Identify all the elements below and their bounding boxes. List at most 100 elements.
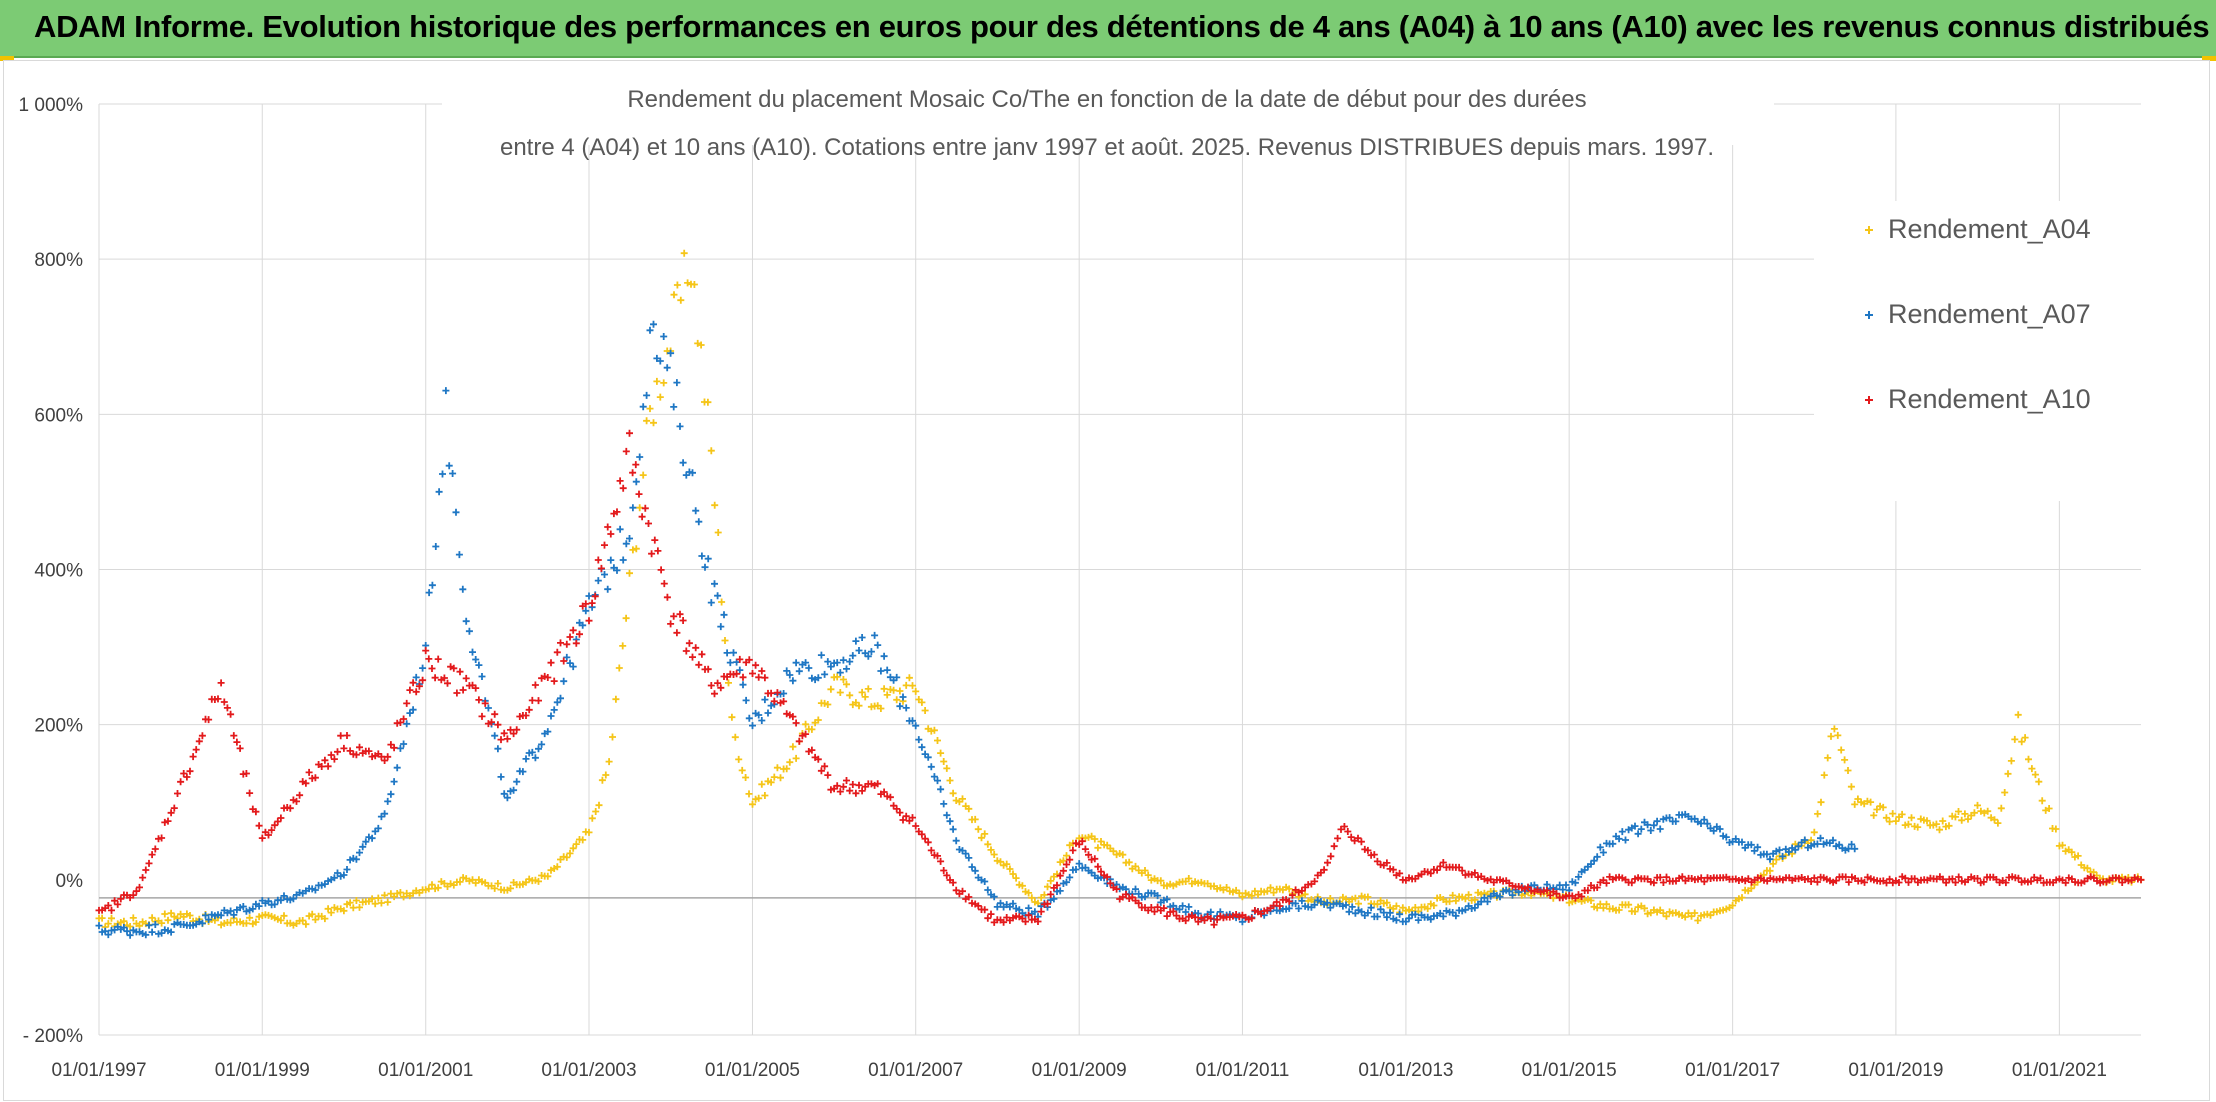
- data-point: [795, 737, 803, 745]
- data-point: [619, 642, 627, 650]
- data-point: [239, 903, 247, 910]
- data-point: [971, 815, 979, 823]
- data-point: [934, 852, 941, 860]
- data-point: [817, 767, 825, 775]
- data-point: [271, 821, 279, 829]
- data-point: [252, 918, 260, 926]
- data-point: [733, 670, 741, 678]
- data-point: [1628, 879, 1636, 887]
- data-point: [833, 659, 841, 667]
- data-point: [849, 652, 857, 660]
- data-point: [497, 773, 505, 781]
- data-point: [585, 828, 593, 836]
- data-point: [1791, 846, 1799, 854]
- data-point: [553, 648, 561, 656]
- data-point: [249, 905, 257, 913]
- data-point: [223, 704, 231, 712]
- data-point: [1817, 834, 1824, 842]
- data-point: [1622, 836, 1629, 844]
- data-point: [635, 490, 643, 498]
- data-point: [1471, 904, 1479, 912]
- data-point: [725, 679, 732, 687]
- data-point: [227, 919, 235, 927]
- data-point: [846, 787, 854, 795]
- data-point: [1210, 921, 1218, 929]
- x-tick-label: 01/01/2009: [1032, 1060, 1127, 1081]
- data-point: [1991, 816, 1998, 824]
- data-point: [1562, 881, 1570, 889]
- data-point: [145, 921, 153, 929]
- data-point: [689, 653, 696, 661]
- data-point: [1524, 883, 1532, 891]
- data-point: [1059, 857, 1067, 865]
- data-point: [1009, 900, 1017, 908]
- data-point: [607, 530, 615, 538]
- data-point: [1358, 908, 1366, 916]
- data-point: [684, 279, 692, 287]
- data-point: [139, 874, 147, 882]
- data-point: [924, 753, 932, 761]
- data-point: [1025, 889, 1033, 897]
- data-point: [645, 520, 652, 527]
- data-point: [728, 713, 736, 721]
- data-point: [2001, 789, 2009, 796]
- data-point: [641, 504, 649, 512]
- data-point: [711, 580, 718, 588]
- data-point: [519, 768, 527, 776]
- data-point: [1439, 859, 1447, 866]
- data-point: [1053, 881, 1061, 889]
- data-point: [1157, 877, 1165, 885]
- legend-marker: [1865, 311, 1873, 319]
- data-point: [324, 905, 332, 913]
- data-point: [381, 757, 389, 764]
- data-point: [368, 834, 376, 842]
- data-point: [877, 705, 885, 712]
- data-point: [419, 676, 427, 684]
- data-point: [1348, 903, 1356, 911]
- data-point: [449, 470, 457, 477]
- data-point: [271, 900, 279, 908]
- data-point: [843, 680, 850, 688]
- data-point: [177, 778, 185, 786]
- data-point: [905, 674, 913, 682]
- data-point: [1025, 911, 1033, 919]
- data-point: [773, 764, 781, 772]
- data-point: [129, 891, 137, 899]
- chart-frame: - 200% 0% 200% 400% 600% 800% 1 000% 01/01/199…: [3, 60, 2210, 1101]
- data-point: [821, 670, 829, 678]
- data-point: [531, 754, 539, 762]
- data-point: [2083, 864, 2091, 872]
- data-point: [1364, 846, 1372, 854]
- data-point: [993, 903, 1001, 911]
- data-point: [912, 722, 920, 730]
- data-point: [653, 377, 661, 385]
- data-point: [858, 688, 866, 696]
- data-point: [1392, 916, 1400, 924]
- data-point: [1932, 820, 1940, 828]
- data-point: [1270, 902, 1278, 910]
- data-point: [472, 684, 480, 692]
- data-point: [1722, 833, 1730, 841]
- data-point: [739, 673, 747, 681]
- data-point: [148, 928, 156, 936]
- data-point: [864, 652, 872, 660]
- data-point: [1571, 879, 1579, 887]
- data-point: [1505, 887, 1513, 895]
- data-point: [1430, 902, 1438, 909]
- data-point: [651, 536, 659, 544]
- data-point: [302, 779, 310, 787]
- data-point: [1340, 823, 1348, 830]
- data-point: [1700, 816, 1708, 824]
- data-point: [695, 518, 703, 526]
- data-point: [959, 795, 966, 803]
- data-point: [1656, 825, 1664, 833]
- data-point: [1163, 895, 1171, 903]
- data-point: [704, 555, 712, 563]
- data-point: [1634, 830, 1642, 838]
- data-point: [824, 658, 832, 666]
- data-point: [814, 674, 822, 682]
- data-point: [1615, 906, 1623, 914]
- data-point: [802, 720, 810, 728]
- data-point: [1672, 817, 1680, 825]
- data-point: [755, 711, 763, 719]
